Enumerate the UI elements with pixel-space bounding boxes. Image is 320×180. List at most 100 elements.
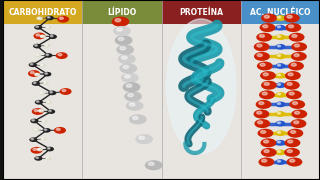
Circle shape (275, 130, 285, 136)
Circle shape (45, 157, 52, 160)
Circle shape (277, 103, 281, 105)
Circle shape (289, 92, 294, 95)
Text: LÍPIDO: LÍPIDO (108, 8, 137, 17)
Circle shape (262, 92, 267, 95)
Circle shape (277, 141, 281, 143)
Circle shape (115, 19, 121, 22)
Circle shape (46, 100, 52, 104)
Circle shape (50, 35, 53, 37)
Circle shape (275, 82, 285, 88)
Circle shape (38, 148, 40, 150)
Circle shape (33, 44, 41, 48)
Circle shape (46, 147, 54, 151)
Circle shape (56, 52, 68, 59)
Circle shape (260, 63, 265, 66)
Circle shape (277, 74, 281, 76)
Circle shape (42, 138, 44, 139)
Circle shape (46, 16, 54, 20)
Circle shape (32, 108, 44, 115)
Circle shape (129, 103, 135, 106)
Circle shape (257, 54, 262, 57)
Circle shape (47, 17, 50, 18)
Circle shape (58, 54, 62, 56)
Text: CARBOHIDRATO: CARBOHIDRATO (9, 8, 77, 17)
Bar (3, 0, 82, 24)
Circle shape (38, 109, 44, 113)
Circle shape (284, 14, 300, 22)
Circle shape (57, 16, 69, 23)
Circle shape (41, 35, 43, 37)
Circle shape (30, 63, 33, 65)
Circle shape (41, 120, 48, 124)
Circle shape (275, 73, 285, 78)
Circle shape (54, 127, 66, 134)
Circle shape (124, 75, 130, 78)
Circle shape (30, 147, 43, 154)
Circle shape (36, 148, 43, 151)
Circle shape (33, 128, 40, 132)
Circle shape (124, 91, 142, 102)
Circle shape (258, 129, 273, 138)
Bar (241, 0, 320, 24)
Circle shape (121, 73, 139, 83)
Circle shape (263, 25, 268, 28)
Circle shape (135, 134, 153, 144)
Circle shape (264, 82, 269, 85)
Circle shape (34, 73, 40, 76)
Circle shape (33, 148, 37, 150)
Circle shape (291, 42, 307, 51)
Circle shape (261, 81, 277, 90)
Bar (162, 0, 241, 24)
Circle shape (275, 15, 285, 21)
Circle shape (254, 52, 270, 61)
Circle shape (28, 70, 40, 77)
Circle shape (45, 73, 47, 74)
Circle shape (35, 54, 41, 57)
Circle shape (295, 111, 300, 114)
Circle shape (34, 109, 38, 112)
Circle shape (47, 101, 49, 102)
Circle shape (120, 47, 125, 50)
Circle shape (277, 112, 281, 114)
Circle shape (288, 140, 293, 143)
Circle shape (28, 62, 37, 67)
Circle shape (119, 63, 137, 73)
Circle shape (40, 137, 47, 141)
Circle shape (254, 119, 270, 128)
Circle shape (275, 44, 285, 50)
Circle shape (40, 64, 46, 67)
Circle shape (256, 100, 271, 109)
Circle shape (277, 35, 281, 37)
Circle shape (277, 131, 281, 133)
Circle shape (145, 160, 163, 170)
Circle shape (291, 63, 296, 66)
Circle shape (286, 90, 302, 99)
Circle shape (30, 71, 34, 74)
Circle shape (260, 71, 276, 80)
Circle shape (113, 26, 131, 36)
Circle shape (123, 65, 129, 69)
Bar (3, 24, 82, 180)
Circle shape (285, 71, 301, 80)
Circle shape (47, 109, 55, 114)
Circle shape (38, 17, 40, 19)
Circle shape (261, 130, 266, 133)
Circle shape (35, 73, 37, 75)
Circle shape (132, 116, 138, 120)
Circle shape (56, 128, 60, 130)
Circle shape (49, 34, 57, 39)
Circle shape (34, 25, 43, 30)
Circle shape (277, 151, 281, 152)
Circle shape (277, 26, 281, 28)
Circle shape (148, 162, 154, 165)
Circle shape (60, 88, 72, 95)
Circle shape (259, 102, 264, 105)
Circle shape (36, 17, 43, 20)
Circle shape (36, 26, 38, 28)
Circle shape (277, 93, 281, 95)
Circle shape (129, 114, 147, 124)
Circle shape (47, 148, 50, 149)
Circle shape (41, 64, 43, 66)
Circle shape (260, 35, 265, 37)
Circle shape (46, 54, 49, 56)
